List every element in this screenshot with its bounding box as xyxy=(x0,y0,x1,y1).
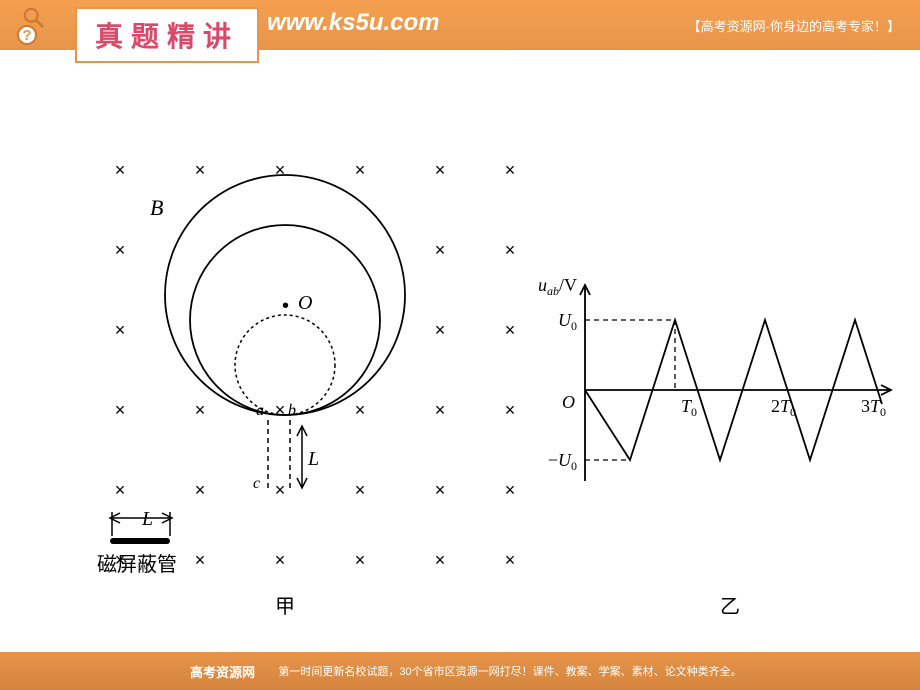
svg-text:2T0: 2T0 xyxy=(771,396,796,419)
svg-text:×: × xyxy=(275,480,286,500)
svg-text:×: × xyxy=(115,320,126,340)
svg-text:×: × xyxy=(435,400,446,420)
svg-text:−U0: −U0 xyxy=(548,450,577,473)
label-a: a xyxy=(256,402,264,420)
shield-tube xyxy=(110,538,170,544)
tagline: 【高考资源网-你身边的高考专家！】 xyxy=(688,16,900,35)
footer-logo: 高考资源网 xyxy=(190,662,255,681)
content-area: ×××××××××××××××××××××××××××××× B O • a b… xyxy=(0,50,920,640)
svg-text:×: × xyxy=(355,400,366,420)
label-b: b xyxy=(288,402,296,420)
svg-text:×: × xyxy=(505,400,516,420)
svg-text:×: × xyxy=(505,320,516,340)
svg-text:×: × xyxy=(115,240,126,260)
right-diagram: uab/VtOU0−U0T02T03T0 xyxy=(535,235,895,535)
question-mark-icon: ? xyxy=(17,25,37,45)
label-L2: L xyxy=(142,508,153,531)
svg-text:×: × xyxy=(195,160,206,180)
url-text: www.ks5u.com xyxy=(267,9,440,37)
mascot-icon: ? xyxy=(5,5,55,45)
svg-text:×: × xyxy=(355,160,366,180)
svg-text:×: × xyxy=(275,160,286,180)
svg-text:3T0: 3T0 xyxy=(861,396,886,419)
svg-text:T0: T0 xyxy=(681,396,697,419)
svg-text:×: × xyxy=(505,160,516,180)
left-diagram: ×××××××××××××××××××××××××××××× B O • a b… xyxy=(90,140,520,590)
shield-label: 磁屏蔽管 xyxy=(97,548,177,577)
bottom-banner: 高考资源网 第一时间更新名校试题，30个省市区资源一网打尽！课件、教案、学案、素… xyxy=(0,652,920,690)
svg-text:uab/V: uab/V xyxy=(538,275,577,298)
label-O: O xyxy=(298,292,312,315)
svg-text:×: × xyxy=(195,400,206,420)
svg-text:×: × xyxy=(115,400,126,420)
svg-text:×: × xyxy=(435,480,446,500)
svg-text:×: × xyxy=(505,480,516,500)
svg-text:×: × xyxy=(195,480,206,500)
title-text: 真题精讲 xyxy=(95,22,239,53)
svg-text:×: × xyxy=(435,550,446,570)
svg-text:×: × xyxy=(355,550,366,570)
label-c: c xyxy=(253,475,260,493)
svg-text:O: O xyxy=(562,392,575,412)
svg-text:×: × xyxy=(435,160,446,180)
svg-text:×: × xyxy=(115,480,126,500)
svg-text:×: × xyxy=(435,320,446,340)
label-B: B xyxy=(150,195,163,221)
svg-text:×: × xyxy=(505,240,516,260)
svg-text:×: × xyxy=(195,550,206,570)
svg-text:×: × xyxy=(275,400,286,420)
svg-text:×: × xyxy=(355,480,366,500)
svg-text:×: × xyxy=(275,550,286,570)
svg-text:×: × xyxy=(505,550,516,570)
footer-text: 第一时间更新名校试题，30个省市区资源一网打尽！课件、教案、学案、素材、论文种类… xyxy=(278,663,741,679)
dot-O: • xyxy=(282,295,289,318)
fig-label-left: 甲 xyxy=(275,590,295,619)
svg-text:×: × xyxy=(435,240,446,260)
label-L1: L xyxy=(308,448,319,471)
fig-label-right: 乙 xyxy=(720,590,740,619)
svg-text:U0: U0 xyxy=(558,310,577,333)
svg-text:×: × xyxy=(115,160,126,180)
top-banner: ? 真题精讲 www.ks5u.com 【高考资源网-你身边的高考专家！】 xyxy=(0,0,920,50)
right-diagram-svg: uab/VtOU0−U0T02T03T0 xyxy=(535,235,895,535)
